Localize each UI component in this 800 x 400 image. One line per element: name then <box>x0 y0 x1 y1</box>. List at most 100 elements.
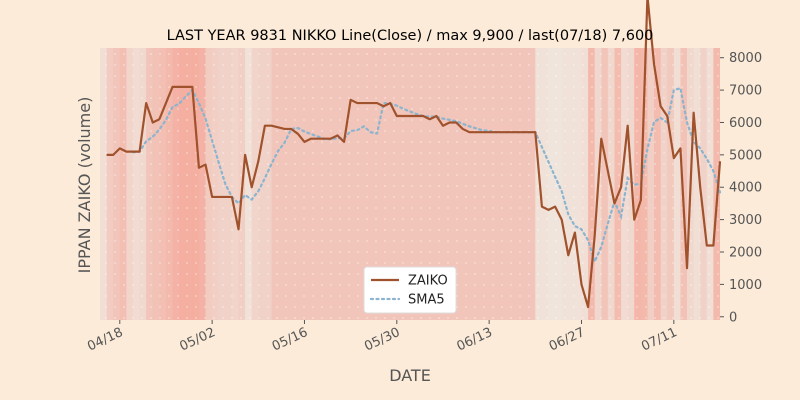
texture-dot <box>258 75 260 77</box>
texture-dot <box>465 53 467 55</box>
texture-dot <box>420 174 422 176</box>
texture-dot <box>681 218 683 220</box>
texture-dot <box>348 97 350 99</box>
texture-dot <box>555 273 557 275</box>
texture-dot <box>150 86 152 88</box>
band-column <box>304 48 312 320</box>
texture-dot <box>321 273 323 275</box>
texture-dot <box>222 295 224 297</box>
texture-dot <box>600 130 602 132</box>
texture-dot <box>699 317 701 319</box>
texture-dot <box>456 251 458 253</box>
texture-dot <box>312 218 314 220</box>
texture-dot <box>636 196 638 198</box>
band-column <box>231 48 240 320</box>
texture-dot <box>231 240 233 242</box>
texture-dot <box>357 152 359 154</box>
texture-dot <box>357 207 359 209</box>
texture-dot <box>510 185 512 187</box>
texture-dot <box>699 64 701 66</box>
texture-dot <box>231 141 233 143</box>
texture-dot <box>537 251 539 253</box>
texture-dot <box>618 284 620 286</box>
texture-dot <box>537 86 539 88</box>
texture-dot <box>348 86 350 88</box>
texture-dot <box>114 53 116 55</box>
texture-dot <box>645 284 647 286</box>
texture-dot <box>393 163 395 165</box>
texture-dot <box>555 284 557 286</box>
texture-dot <box>717 152 719 154</box>
band-column <box>581 48 589 320</box>
texture-dot <box>555 97 557 99</box>
texture-dot <box>258 130 260 132</box>
texture-dot <box>474 108 476 110</box>
texture-dot <box>330 152 332 154</box>
band-column <box>574 48 583 320</box>
texture-dot <box>105 240 107 242</box>
texture-dot <box>222 174 224 176</box>
texture-dot <box>285 295 287 297</box>
texture-dot <box>456 130 458 132</box>
texture-dot <box>150 53 152 55</box>
texture-dot <box>258 229 260 231</box>
texture-dot <box>528 218 530 220</box>
texture-dot <box>348 207 350 209</box>
texture-dot <box>357 218 359 220</box>
texture-dot <box>483 108 485 110</box>
texture-dot <box>141 97 143 99</box>
texture-dot <box>276 306 278 308</box>
texture-dot <box>267 295 269 297</box>
texture-dot <box>348 163 350 165</box>
texture-dot <box>105 207 107 209</box>
texture-dot <box>690 262 692 264</box>
texture-dot <box>447 163 449 165</box>
texture-dot <box>555 119 557 121</box>
texture-dot <box>717 229 719 231</box>
texture-dot <box>627 53 629 55</box>
texture-dot <box>402 229 404 231</box>
texture-dot <box>267 240 269 242</box>
texture-dot <box>546 284 548 286</box>
texture-dot <box>645 141 647 143</box>
texture-dot <box>177 75 179 77</box>
texture-dot <box>573 86 575 88</box>
texture-dot <box>483 273 485 275</box>
texture-dot <box>195 251 197 253</box>
texture-dot <box>393 207 395 209</box>
texture-dot <box>312 207 314 209</box>
texture-dot <box>519 251 521 253</box>
texture-dot <box>456 295 458 297</box>
texture-dot <box>132 207 134 209</box>
texture-dot <box>510 207 512 209</box>
texture-dot <box>357 251 359 253</box>
texture-dot <box>294 262 296 264</box>
texture-dot <box>537 196 539 198</box>
texture-dot <box>123 240 125 242</box>
texture-dot <box>348 251 350 253</box>
texture-dot <box>546 317 548 319</box>
texture-dot <box>546 75 548 77</box>
texture-dot <box>528 207 530 209</box>
band-column <box>489 48 497 320</box>
texture-dot <box>150 75 152 77</box>
texture-dot <box>339 306 341 308</box>
texture-dot <box>114 273 116 275</box>
texture-dot <box>276 218 278 220</box>
texture-dot <box>564 284 566 286</box>
texture-dot <box>501 152 503 154</box>
texture-dot <box>303 53 305 55</box>
texture-dot <box>240 64 242 66</box>
texture-dot <box>492 64 494 66</box>
texture-dot <box>609 229 611 231</box>
texture-dot <box>258 185 260 187</box>
texture-dot <box>474 196 476 198</box>
texture-dot <box>357 75 359 77</box>
texture-dot <box>492 240 494 242</box>
texture-dot <box>168 251 170 253</box>
texture-dot <box>321 163 323 165</box>
texture-dot <box>393 75 395 77</box>
texture-dot <box>519 218 521 220</box>
texture-dot <box>267 108 269 110</box>
texture-dot <box>204 108 206 110</box>
